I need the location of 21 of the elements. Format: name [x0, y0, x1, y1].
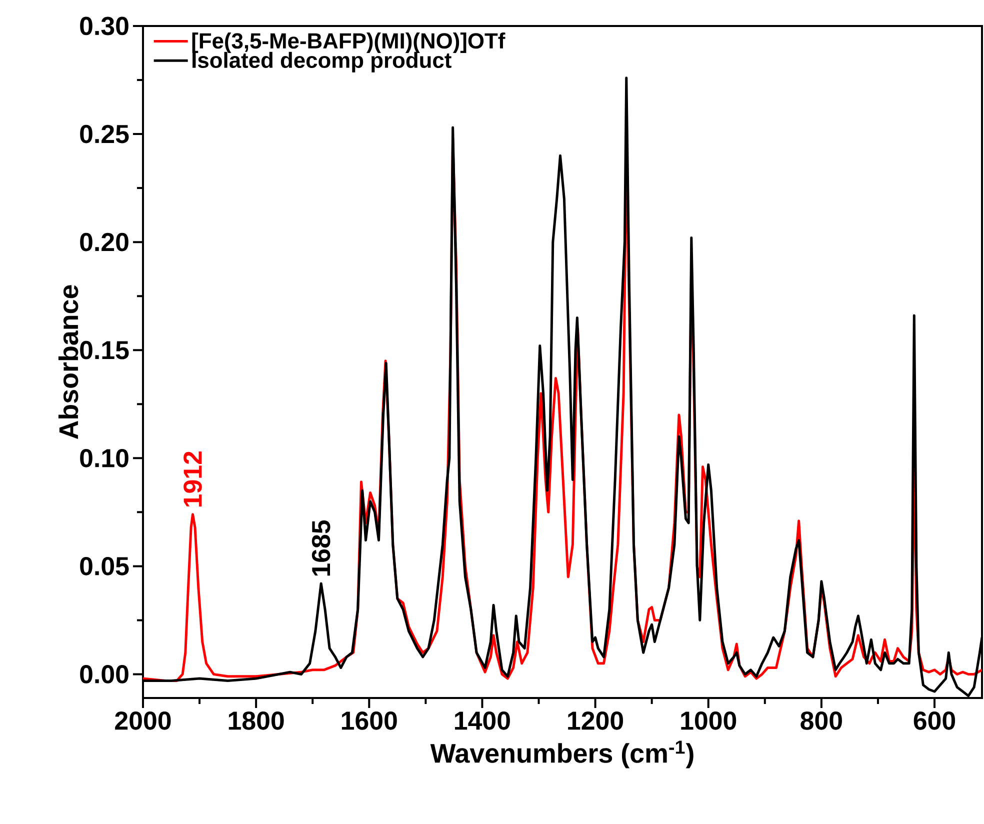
x-tick-label: 1200	[568, 712, 624, 730]
x-tick-label: 600	[914, 712, 956, 730]
y-tick-label: 0.00	[80, 665, 128, 684]
x-axis-title: Wavenumbers (cm$^{-1}$)	[430, 740, 694, 768]
x-tick-label: 1600	[342, 712, 397, 730]
y-tick-label: 0.20	[80, 232, 128, 252]
legend-label: [Fe(3,5-Me-BAFP)(MI)(NO)]OTf	[192, 32, 506, 53]
legend-label: Isolated decomp product	[192, 52, 452, 72]
x-tick-label: 1400	[455, 712, 510, 730]
x-tick-label: 2000	[115, 712, 171, 730]
x-tick-label: 800	[800, 712, 842, 730]
x-tick-label: 1800	[228, 712, 284, 730]
y-tick-label: 0.10	[80, 448, 128, 468]
x-tick-label: 1000	[681, 712, 736, 730]
y-tick-label: 0.25	[80, 124, 129, 144]
y-axis-title: Absorbance	[58, 285, 78, 440]
y-tick-label: 0.05	[80, 557, 129, 576]
annotation: 1685	[312, 520, 330, 576]
y-tick-label: 0.15	[80, 340, 129, 360]
annotation: 1912	[184, 452, 202, 507]
y-tick-label: 0.30	[80, 16, 128, 36]
